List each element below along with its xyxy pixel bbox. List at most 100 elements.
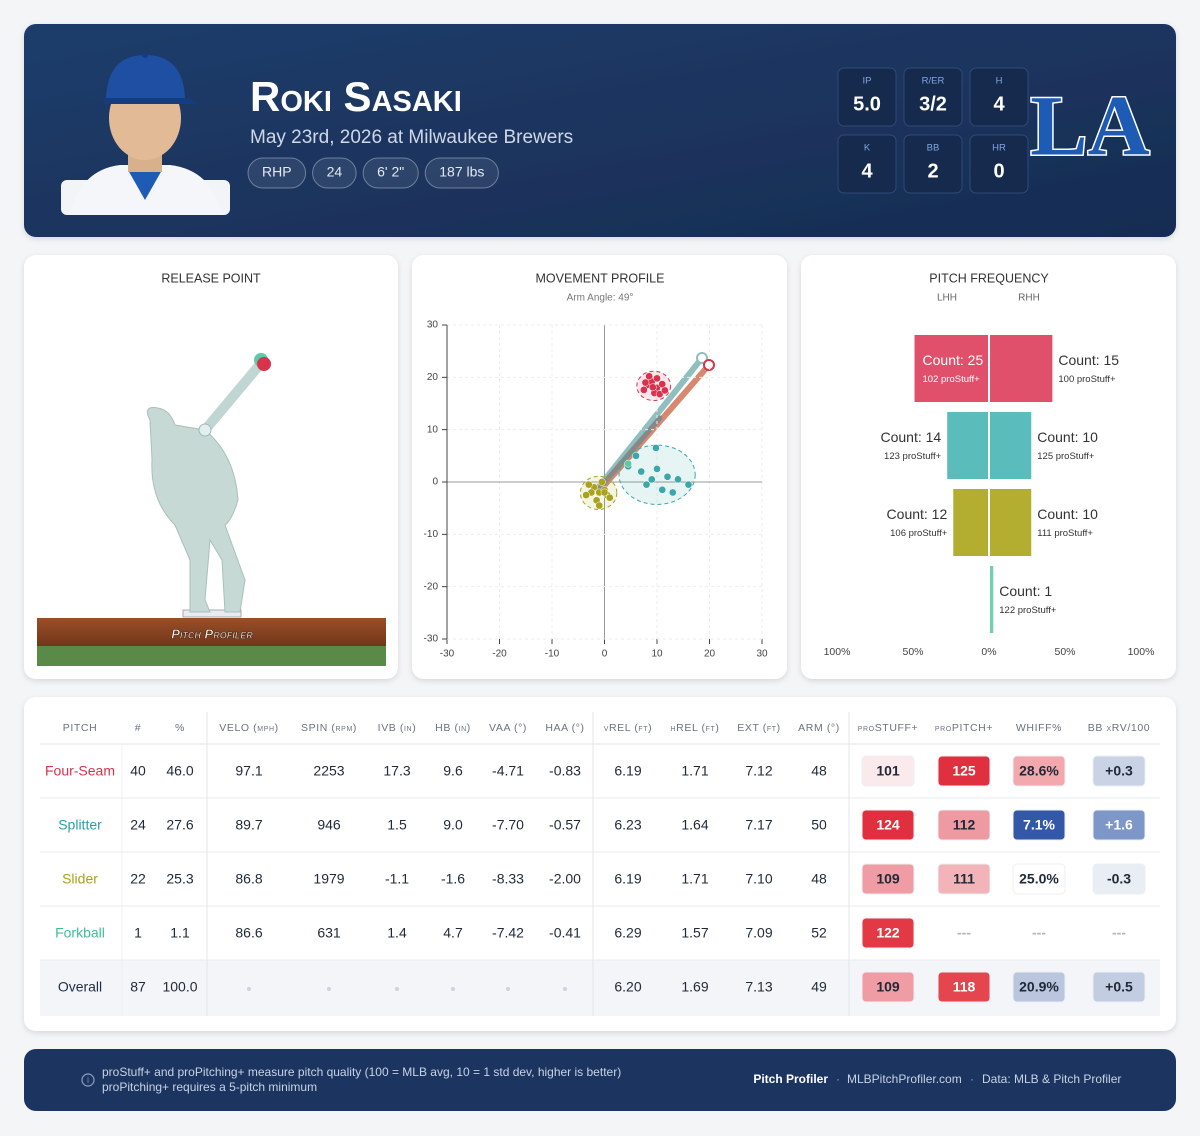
pitch-point (663, 472, 672, 481)
table-cell: -2.00 (549, 871, 581, 887)
metric-badge (937, 863, 991, 895)
column-header: VAA (°) (489, 722, 527, 734)
info-icon (81, 1073, 95, 1087)
pitch-name: Slider (62, 871, 98, 887)
table-cell: +0.5 (1105, 979, 1133, 995)
column-header: BB xRV/100 (1088, 722, 1150, 734)
frequency-bar (989, 335, 1053, 402)
table-cell: 86.8 (235, 871, 262, 887)
stat-box (837, 134, 897, 194)
table-cell: 6.23 (614, 817, 641, 833)
count-label: Count: 10 (1037, 506, 1098, 522)
metric-badge (1012, 809, 1066, 841)
metric-badge (937, 755, 991, 787)
count-label: Count: 10 (1037, 429, 1098, 445)
stuff-label: 125 proStuff+ (1037, 451, 1095, 462)
watermark: Pitch Profiler (171, 626, 253, 641)
pitch-point (595, 501, 604, 510)
table-cell: -7.70 (492, 817, 524, 833)
table-cell: --- (957, 925, 971, 941)
frequency-bar (989, 412, 1032, 479)
stat-label: R/ER (922, 76, 945, 87)
stuff-label: 123 proStuff+ (884, 451, 942, 462)
table-cell: 1.71 (681, 871, 708, 887)
pitch-point (642, 480, 651, 489)
movement-panel (412, 255, 787, 679)
table-cell: 50 (811, 817, 827, 833)
pitch-point (641, 378, 650, 387)
stat-box (969, 134, 1029, 194)
metric-badge (861, 863, 915, 895)
pitch-point (637, 467, 646, 476)
column-header: PITCH (63, 722, 98, 734)
column-header: VELO (mph) (219, 722, 278, 734)
separator: · (970, 1072, 974, 1086)
table-cell: 631 (317, 925, 341, 941)
tags: RHP 24 6' 2" 187 lbs (247, 157, 499, 189)
table-cell: 48 (811, 763, 827, 779)
metric-badge (1092, 755, 1146, 787)
x-tick-label: 0 (602, 649, 608, 660)
pitch-point (640, 386, 648, 394)
pitch-point (653, 465, 661, 473)
y-tick-label: 30 (427, 320, 439, 331)
stat-value: 4 (861, 160, 873, 182)
pitch-point (624, 459, 632, 468)
footer-site: MLBPitchProfiler.com (847, 1072, 962, 1086)
pitcher-figure (37, 353, 386, 666)
stat-box (969, 67, 1029, 127)
table-cell: -4.71 (492, 763, 524, 779)
table-cell: 17.3 (383, 763, 410, 779)
pitch-point (668, 488, 677, 497)
footer-source: Data: MLB & Pitch Profiler (982, 1072, 1121, 1086)
panel-title: RELEASE POINT (161, 271, 261, 285)
stuff-label: 111 proStuff+ (1037, 528, 1093, 539)
table-cell: 118 (953, 979, 976, 995)
stat-label: IP (863, 76, 872, 87)
pitch-name: Four-Seam (45, 763, 115, 779)
empty-cell-dot (395, 987, 399, 991)
player-name: Roki Sasaki (250, 73, 462, 120)
panel-subtitle: Arm Angle: 49° (567, 293, 634, 304)
table-cell: 25.3 (166, 871, 193, 887)
table-cell: -7.42 (492, 925, 524, 941)
frequency-bar (989, 566, 994, 633)
metric-badge (1012, 755, 1066, 787)
metric-badge (1012, 971, 1066, 1003)
table-cell: -0.41 (549, 925, 581, 941)
frequency-bar (953, 489, 989, 556)
metric-badge (1092, 971, 1146, 1003)
count-label: Count: 12 (887, 506, 948, 522)
table-cell: 946 (317, 817, 341, 833)
table-cell: 109 (876, 979, 900, 995)
pitch-point (584, 480, 593, 489)
frequency-bar (947, 412, 989, 479)
tag-pill (247, 157, 307, 189)
metric-badge (1092, 863, 1146, 895)
panel-title: MOVEMENT PROFILE (536, 271, 665, 285)
x-tick-label: 10 (651, 649, 663, 660)
count-label: Count: 15 (1058, 352, 1119, 368)
table-cell: 111 (953, 871, 975, 887)
y-tick-label: 0 (432, 477, 438, 488)
info-glyph: i (87, 1076, 89, 1085)
tag-pill (424, 157, 499, 189)
player-photo (61, 52, 230, 215)
tag-text: 6' 2" (377, 164, 404, 180)
count-label: Count: 1 (999, 583, 1052, 599)
pitch-point (684, 480, 693, 489)
table-cell: -0.57 (549, 817, 581, 833)
metric-badge (861, 971, 915, 1003)
table-cell: 124 (876, 817, 900, 833)
stat-box (903, 134, 963, 194)
table-cell: 25.0% (1019, 871, 1059, 887)
metric-badge (1012, 863, 1066, 895)
column-header: hREL (ft) (671, 722, 720, 734)
table-cell: 7.12 (745, 763, 772, 779)
table-cell: 24 (130, 817, 146, 833)
pitch-point (645, 372, 653, 381)
pitch-point (605, 493, 614, 502)
frequency-bar (914, 335, 989, 402)
stat-grid: IP 5.0 R/ER 3/2 H 4 K 4 BB 2 HR 0 (837, 67, 1029, 194)
